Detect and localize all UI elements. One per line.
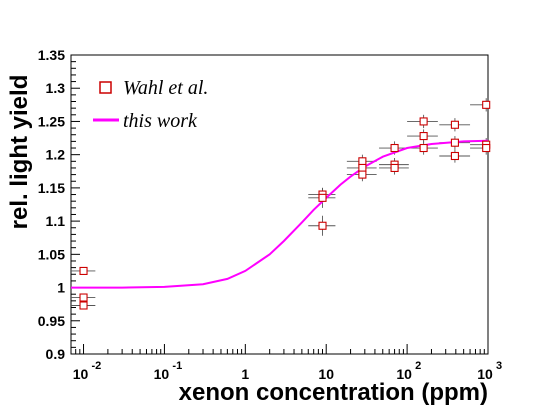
this-work-curve	[71, 139, 489, 289]
wahl-markers	[79, 100, 491, 310]
data-point	[358, 163, 367, 173]
legend-label-wahl: Wahl et al.	[123, 77, 208, 99]
y-tick-label: 1.35	[38, 47, 65, 63]
data-point	[390, 143, 399, 153]
data-point	[79, 293, 88, 302]
x-tick-exponent: -2	[92, 360, 102, 372]
y-tick-label: 1.3	[46, 80, 66, 96]
data-point	[318, 221, 327, 230]
data-point	[482, 143, 491, 153]
x-axis: 10 -2 10 -1 1 10 10 2 10 3	[70, 344, 502, 382]
y-tick-label: 1.15	[38, 180, 65, 196]
x-tick-label: 10	[477, 366, 493, 382]
data-point	[390, 163, 399, 173]
data-point	[318, 193, 327, 202]
y-tick-label: 1.2	[46, 147, 66, 163]
data-point	[419, 143, 428, 153]
x-tick-label: 10	[396, 366, 412, 382]
y-tick-label: 1.25	[38, 113, 65, 129]
data-point	[419, 132, 428, 141]
legend-label-this-work: this work	[123, 110, 198, 132]
y-tick-label: 0.9	[46, 346, 66, 362]
data-point	[358, 157, 367, 166]
data-point	[450, 138, 459, 147]
y-tick-label: 1.05	[38, 246, 65, 262]
plot-frame	[70, 54, 489, 355]
y-axis: 0.9 0.95 1 1.05 1.1 1.15 1.2 1.25 1.3 1.35	[38, 47, 80, 362]
data-point	[358, 170, 367, 179]
data-point	[450, 120, 459, 129]
y-tick-label: 1	[57, 280, 65, 296]
x-tick-exponent: 3	[496, 360, 502, 372]
x-axis-title: xenon concentration (ppm)	[179, 379, 488, 406]
x-tick-exponent: 2	[415, 360, 421, 372]
x-tick-label: 10	[318, 366, 334, 382]
data-point	[419, 117, 428, 126]
x-tick-exponent: -1	[172, 360, 182, 372]
data-point	[482, 100, 491, 109]
y-tick-label: 0.95	[38, 313, 65, 329]
x-tick-label: 1	[241, 366, 249, 382]
x-tick-label: 10	[154, 366, 170, 382]
y-axis-title: rel. light yield	[6, 75, 33, 230]
data-point	[450, 151, 459, 161]
y-tick-label: 1.1	[46, 213, 66, 229]
data-point	[79, 266, 88, 275]
legend: Wahl et al. this work	[93, 77, 208, 132]
x-tick-label: 10	[73, 366, 89, 382]
legend-marker-wahl	[99, 81, 112, 94]
data-point	[79, 301, 88, 310]
